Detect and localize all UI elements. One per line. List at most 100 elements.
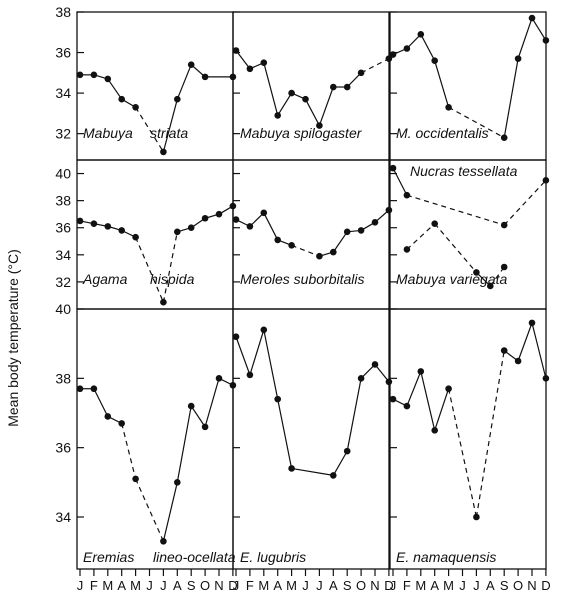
data-point bbox=[104, 413, 112, 420]
x-tick-label: M bbox=[102, 578, 113, 593]
series-segment bbox=[406, 371, 422, 407]
x-tick-label: M bbox=[443, 578, 454, 593]
x-tick-label: A bbox=[430, 578, 439, 593]
species-label: Meroles suborbitalis bbox=[240, 271, 365, 287]
series-segment bbox=[176, 405, 192, 483]
data-point bbox=[431, 427, 439, 434]
data-point bbox=[403, 246, 411, 253]
x-tick-label: J bbox=[146, 578, 153, 593]
x-tick-label: F bbox=[90, 578, 98, 593]
series-segment bbox=[204, 378, 220, 428]
data-point bbox=[389, 395, 397, 403]
series-segment-dashed bbox=[406, 194, 505, 226]
series-segment bbox=[346, 378, 362, 452]
series-segment bbox=[332, 450, 348, 476]
data-point bbox=[232, 47, 240, 54]
series-segment bbox=[162, 482, 178, 542]
series-segment bbox=[318, 86, 334, 126]
data-point bbox=[229, 73, 237, 81]
species-label: hispida bbox=[150, 271, 195, 287]
series-segment bbox=[291, 467, 334, 476]
panel-frame bbox=[389, 308, 547, 570]
x-tick-label: D bbox=[228, 578, 237, 593]
data-point bbox=[514, 55, 522, 62]
data-point bbox=[232, 333, 240, 341]
panel: E. namaquensis bbox=[389, 319, 550, 565]
x-tick-label: N bbox=[214, 578, 223, 593]
series-segment bbox=[434, 388, 450, 431]
series-segment bbox=[93, 388, 109, 417]
x-tick-label: A bbox=[173, 578, 182, 593]
x-tick-label: D bbox=[541, 578, 550, 593]
data-point bbox=[385, 55, 393, 62]
x-tick-label: O bbox=[513, 578, 523, 593]
data-point bbox=[487, 282, 494, 290]
data-point bbox=[316, 252, 323, 260]
data-point bbox=[201, 73, 209, 81]
data-point bbox=[385, 378, 393, 386]
data-point bbox=[431, 57, 439, 64]
panel: Meroles suborbitalis bbox=[232, 206, 393, 287]
species-label: Eremias bbox=[83, 549, 134, 565]
species-label: E. lugubris bbox=[240, 549, 306, 565]
y-tick-label: 36 bbox=[55, 220, 71, 236]
x-tick-label: N bbox=[527, 578, 536, 593]
species-label: Nucras tessellata bbox=[410, 163, 518, 179]
x-tick-label: F bbox=[246, 578, 254, 593]
species-label: Agama bbox=[82, 271, 128, 287]
data-point bbox=[385, 206, 393, 214]
x-tick-label: M bbox=[130, 578, 141, 593]
data-point bbox=[246, 371, 254, 379]
x-tick-label: A bbox=[273, 578, 282, 593]
data-point bbox=[76, 71, 84, 79]
panel: Agama hispida bbox=[76, 202, 237, 306]
y-tick-label: 38 bbox=[55, 4, 71, 20]
series-segment bbox=[277, 399, 293, 469]
data-point bbox=[288, 465, 295, 472]
panel: M. occidentalis bbox=[389, 14, 550, 141]
series-segment bbox=[235, 336, 251, 376]
y-tick-label: 32 bbox=[55, 126, 71, 142]
data-point bbox=[330, 248, 337, 256]
x-tick-label: N bbox=[370, 578, 379, 593]
data-point bbox=[118, 95, 125, 103]
series-segment bbox=[277, 92, 293, 116]
data-point bbox=[445, 385, 452, 393]
x-tick-label: J bbox=[160, 578, 167, 593]
series-segment-dashed bbox=[135, 478, 164, 542]
data-point bbox=[542, 177, 550, 184]
data-point bbox=[330, 83, 337, 91]
x-tick-label: F bbox=[403, 578, 411, 593]
x-tick-label: S bbox=[187, 578, 196, 593]
data-point bbox=[76, 217, 84, 225]
data-point bbox=[417, 368, 425, 375]
series-segment bbox=[249, 329, 265, 376]
data-point bbox=[118, 227, 125, 234]
y-tick-label: 34 bbox=[55, 509, 71, 525]
series-segment bbox=[374, 364, 390, 383]
series-segment bbox=[107, 78, 123, 100]
y-tick-label: 32 bbox=[55, 274, 71, 290]
data-point bbox=[201, 214, 209, 222]
series-segment bbox=[531, 17, 547, 41]
data-point bbox=[274, 395, 282, 403]
series-segment-dashed bbox=[135, 236, 164, 303]
data-point bbox=[118, 420, 125, 427]
data-point bbox=[500, 221, 508, 229]
species-label: Mabuya spilogaster bbox=[240, 125, 363, 141]
data-point bbox=[542, 375, 550, 382]
data-point bbox=[431, 220, 439, 227]
x-tick-label: J bbox=[233, 578, 240, 593]
series-segment-dashed bbox=[406, 223, 436, 250]
data-point bbox=[528, 14, 536, 22]
x-tick-label: A bbox=[329, 578, 338, 593]
data-point bbox=[246, 65, 254, 73]
data-point bbox=[174, 228, 181, 236]
y-tick-label: 40 bbox=[55, 166, 71, 182]
data-point bbox=[76, 385, 84, 393]
data-point bbox=[90, 71, 98, 79]
species-label: striata bbox=[150, 125, 188, 141]
series-segment bbox=[517, 17, 533, 59]
data-point bbox=[316, 122, 323, 129]
